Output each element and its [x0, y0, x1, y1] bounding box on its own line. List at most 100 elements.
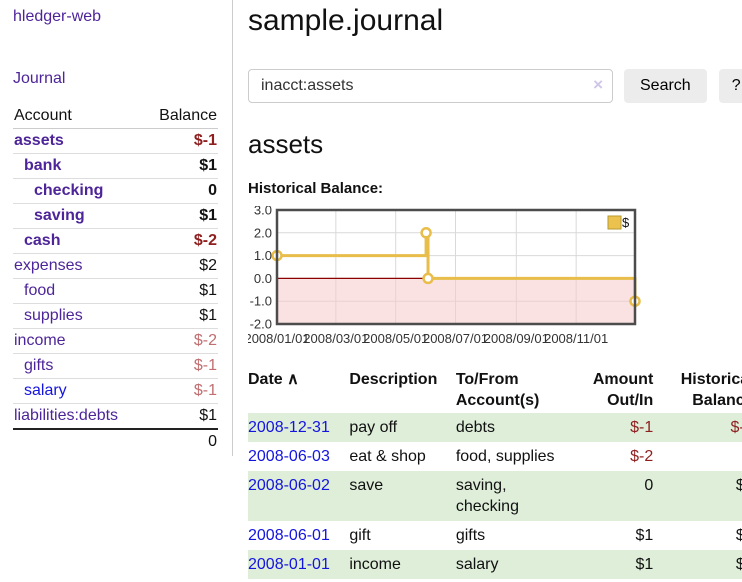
transaction-date-link[interactable]: 2008-12-31 — [248, 419, 330, 436]
svg-text:2008/11/01: 2008/11/01 — [544, 331, 608, 346]
accounts-table: Account Balance assets $-1 bank $1 checking 0… — [13, 104, 218, 454]
transaction-balance: $2 — [735, 477, 742, 494]
account-balance: $1 — [144, 303, 218, 329]
svg-text:2008/07/01: 2008/07/01 — [423, 331, 488, 346]
svg-text:1.0: 1.0 — [254, 248, 272, 263]
accounts-total-value: 0 — [144, 428, 218, 454]
amount-column-header: Amount Out/In — [592, 371, 654, 409]
register-row[interactable]: 2008-06-02 save saving, checking 0 $2 — [248, 471, 742, 521]
svg-text:2008/05/01: 2008/05/01 — [363, 331, 428, 346]
search-button[interactable]: Search — [624, 69, 707, 103]
balance-chart-svg: $3.0 2.0 1.0 0.0 -1.0 -2.02008/01/012008/03/0… — [244, 203, 641, 346]
register-table-body: 2008-12-31 pay off debts $-1 $-1 2008-06-03 ea… — [248, 413, 742, 579]
legend-label: $ — [622, 215, 630, 230]
transaction-amount: $-2 — [630, 448, 654, 465]
search-input[interactable] — [248, 69, 613, 103]
accounts-table-header: Account Balance — [13, 104, 218, 129]
account-row: salary $-1 — [13, 378, 218, 404]
main-content: sample.journal × Search ? assets Histori… — [233, 0, 742, 579]
account-balance: $1 — [144, 278, 218, 304]
transaction-amount: 0 — [644, 477, 654, 494]
transaction-description: income — [349, 556, 401, 573]
account-link[interactable]: saving — [34, 207, 85, 224]
transaction-accounts: debts — [455, 419, 495, 436]
transaction-amount: $-1 — [630, 419, 654, 436]
transaction-amount: $1 — [635, 556, 654, 573]
register-row[interactable]: 2008-01-01 income salary $1 $1 — [248, 550, 742, 579]
svg-text:2008/09/01: 2008/09/01 — [484, 331, 549, 346]
account-link[interactable]: gifts — [24, 357, 54, 374]
balance-column-header: Balance — [144, 104, 218, 129]
account-balance: $-1 — [144, 378, 218, 404]
app-title-link[interactable]: hledger-web — [13, 8, 102, 25]
account-link[interactable]: checking — [34, 182, 104, 199]
description-column-header: Description — [349, 371, 438, 388]
register-table: Date ∧ Description To/From Account(s) Am… — [248, 367, 742, 579]
account-row: assets $-1 — [13, 128, 218, 154]
account-row: checking 0 — [13, 178, 218, 204]
account-link[interactable]: income — [14, 332, 66, 349]
svg-text:-2.0: -2.0 — [250, 317, 272, 332]
account-balance: $1 — [144, 203, 218, 229]
account-column-header: Account — [13, 104, 145, 129]
accounts-table-body: assets $-1 bank $1 checking 0 saving $1 cash $-2 e… — [13, 128, 218, 430]
transaction-date-link[interactable]: 2008-06-02 — [248, 477, 330, 494]
transaction-date-link[interactable]: 2008-06-03 — [248, 448, 330, 465]
account-heading: assets — [248, 129, 324, 159]
transaction-description: gift — [349, 527, 371, 544]
account-link[interactable]: expenses — [14, 257, 83, 274]
transaction-description: pay off — [349, 419, 398, 436]
sort-ascending-icon: ∧ — [287, 371, 299, 388]
account-link[interactable]: salary — [24, 382, 67, 399]
account-link[interactable]: bank — [24, 157, 62, 174]
transaction-balance: $2 — [735, 527, 742, 544]
transaction-balance: 0 — [653, 442, 742, 471]
legend-swatch-icon — [607, 215, 622, 230]
account-link[interactable]: cash — [24, 232, 61, 249]
account-link[interactable]: assets — [14, 132, 64, 149]
account-link[interactable]: food — [24, 282, 56, 299]
transaction-description: eat & shop — [349, 448, 426, 465]
search-box: × — [248, 69, 613, 103]
clear-search-icon[interactable]: × — [593, 75, 603, 94]
date-column-header[interactable]: Date ∧ — [248, 371, 299, 388]
account-balance: $1 — [144, 153, 218, 179]
account-balance: 0 — [144, 178, 218, 204]
historical-balance-chart: $3.0 2.0 1.0 0.0 -1.0 -2.0 2008/01/01 2008/03/0… — [244, 203, 742, 353]
register-table-header: Date ∧ Description To/From Account(s) Am… — [248, 367, 742, 413]
transaction-balance: $-1 — [730, 419, 742, 436]
account-balance: $-2 — [144, 228, 218, 254]
account-row: food $1 — [13, 278, 218, 304]
page-title: sample.journal — [248, 4, 444, 37]
register-row[interactable]: 2008-06-01 gift gifts $1 $2 — [248, 521, 742, 550]
journal-link[interactable]: Journal — [13, 70, 66, 87]
account-row: supplies $1 — [13, 303, 218, 329]
help-button[interactable]: ? — [718, 69, 742, 103]
account-balance: $-1 — [144, 353, 218, 379]
transaction-balance: $1 — [735, 556, 742, 573]
account-balance: $-2 — [144, 328, 218, 354]
transaction-date-link[interactable]: 2008-01-01 — [248, 556, 330, 573]
transaction-accounts: food, supplies — [455, 448, 555, 465]
balance-column-header: Historical Balance — [680, 371, 742, 409]
svg-text:2008/01/01: 2008/01/01 — [248, 331, 310, 346]
account-link[interactable]: supplies — [24, 307, 83, 324]
account-balance: $-1 — [144, 128, 218, 154]
transaction-amount: $1 — [635, 527, 654, 544]
register-row[interactable]: 2008-12-31 pay off debts $-1 $-1 — [248, 413, 742, 442]
sidebar-item-journal[interactable]: Journal — [13, 70, 218, 88]
account-row: liabilities:debts $1 — [13, 403, 218, 430]
chart-heading: Historical Balance: — [248, 180, 384, 197]
account-balance: $2 — [144, 253, 218, 279]
app-title: hledger-web — [13, 8, 218, 26]
svg-text:-1.0: -1.0 — [250, 294, 272, 309]
account-balance: $1 — [144, 403, 218, 430]
transaction-accounts: gifts — [455, 527, 486, 544]
svg-text:2008/03/01: 2008/03/01 — [303, 331, 368, 346]
svg-text:3.0: 3.0 — [254, 206, 272, 218]
account-link[interactable]: liabilities:debts — [14, 407, 119, 424]
account-row: expenses $2 — [13, 253, 218, 279]
transaction-date-link[interactable]: 2008-06-01 — [248, 527, 330, 544]
register-row[interactable]: 2008-06-03 eat & shop food, supplies $-20 — [248, 442, 742, 471]
accounts-total-row: 0 — [13, 428, 218, 454]
